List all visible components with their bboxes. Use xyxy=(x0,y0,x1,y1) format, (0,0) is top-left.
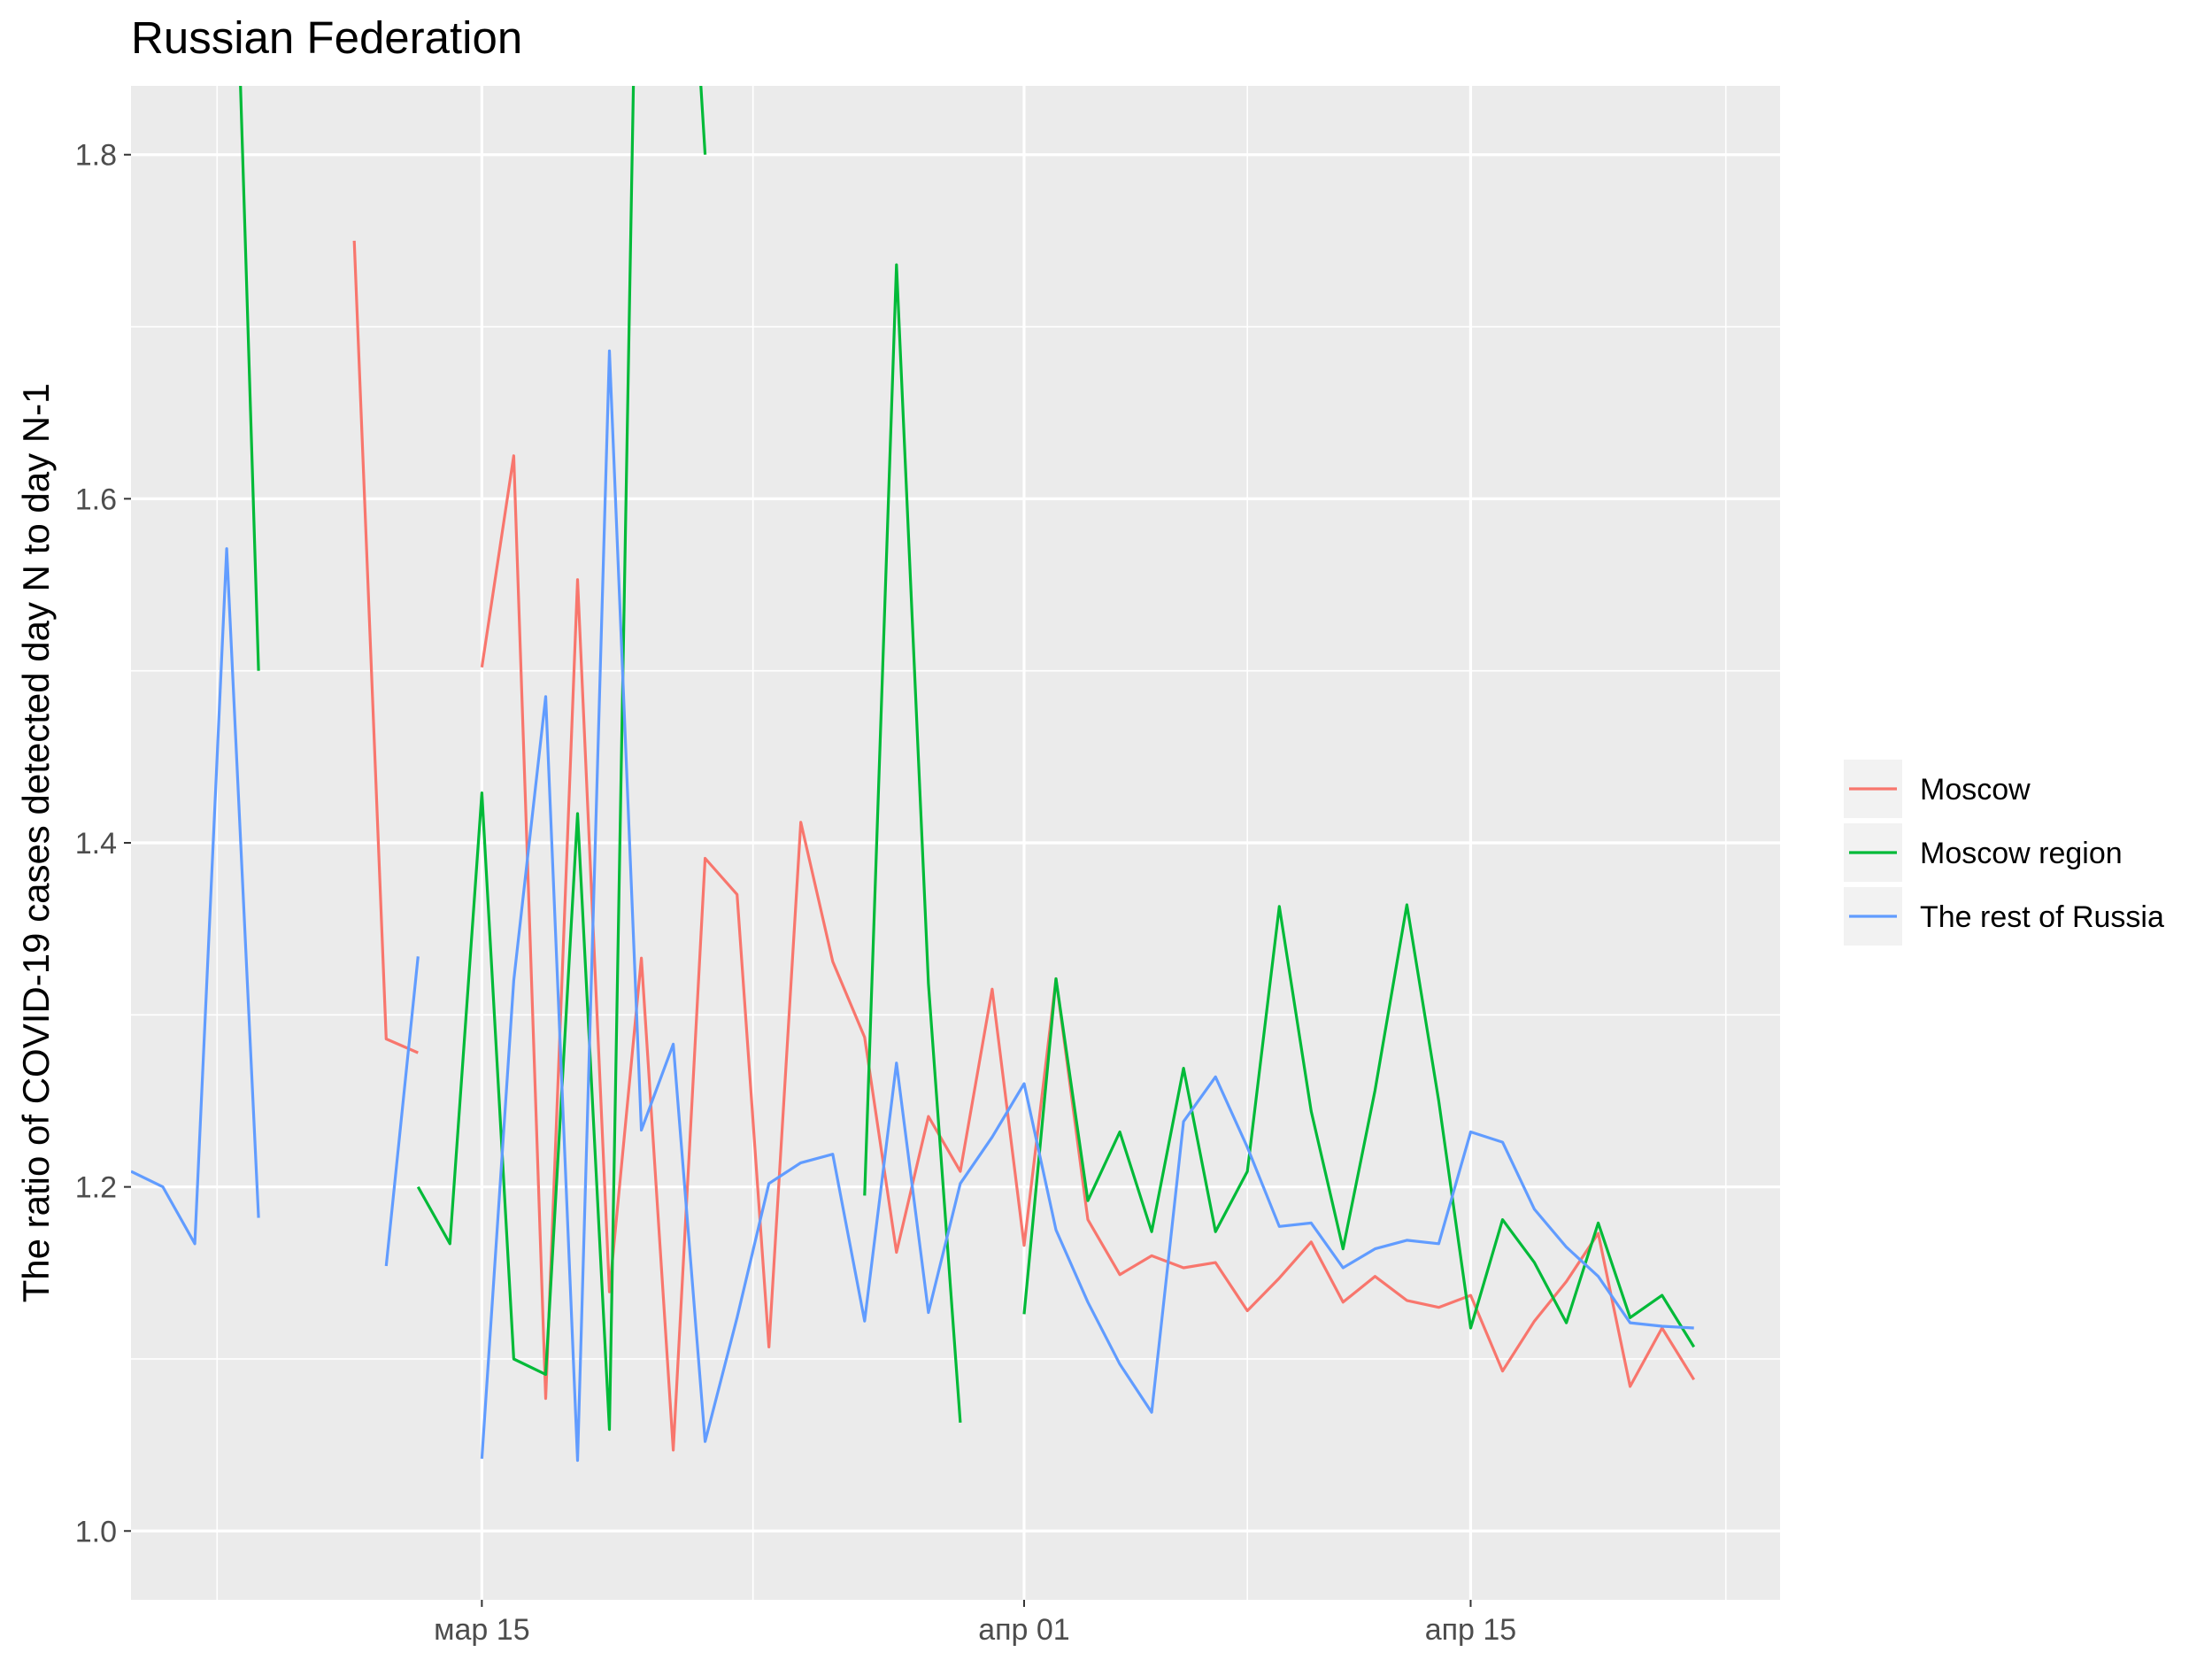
grid-major xyxy=(131,86,1780,1600)
y-tick-label: 1.6 xyxy=(75,483,117,516)
series-lines xyxy=(131,86,1696,1463)
y-axis: 1.0 1.2 1.4 1.6 1.8 xyxy=(75,139,131,1548)
y-tick-label: 1.2 xyxy=(75,1171,117,1205)
legend-label: The rest of Russia xyxy=(1920,900,2164,934)
chart-title: Russian Federation xyxy=(131,12,522,63)
x-tick-label: апр 15 xyxy=(1425,1613,1517,1647)
series-line-the-rest-of-russia xyxy=(131,349,1694,1463)
y-tick-label: 1.4 xyxy=(75,827,117,861)
y-tick-label: 1.8 xyxy=(75,139,117,173)
legend-label: Moscow region xyxy=(1920,837,2123,870)
legend: Moscow Moscow region The rest of Russia xyxy=(1844,760,2164,946)
y-tick-label: 1.0 xyxy=(75,1515,117,1548)
x-axis: мар 15 апр 01 апр 15 xyxy=(434,1600,1516,1647)
x-tick-label: мар 15 xyxy=(434,1613,529,1647)
legend-label: Moscow xyxy=(1920,773,2031,807)
x-tick-label: апр 01 xyxy=(978,1613,1070,1647)
y-axis-title: The ratio of COVID-19 cases detected day… xyxy=(15,383,57,1303)
